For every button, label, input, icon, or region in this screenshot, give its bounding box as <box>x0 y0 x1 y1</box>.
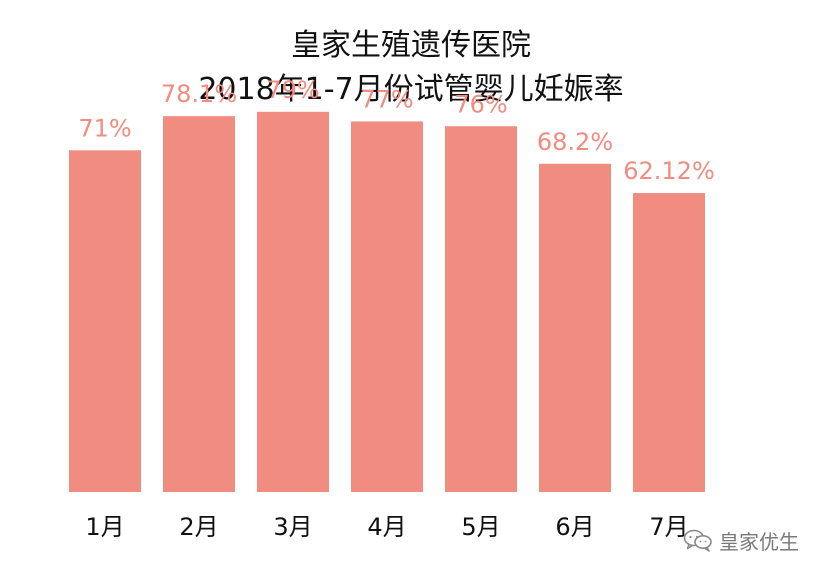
data-label-4: 77% <box>360 85 413 113</box>
data-label-2: 78.1% <box>161 80 237 108</box>
x-tick-label-6: 6月 <box>555 513 594 541</box>
x-tick-label-1: 1月 <box>85 513 124 541</box>
watermark: 皇家优生 <box>683 526 799 554</box>
chart-title: 皇家生殖遗传医院 <box>291 28 531 63</box>
bar-1 <box>69 150 141 492</box>
watermark-text: 皇家优生 <box>719 529 799 554</box>
chart-title-block: 皇家生殖遗传医院 2018年1-7月份试管婴儿妊娠率 <box>0 24 822 112</box>
x-tick-label-4: 4月 <box>367 513 406 541</box>
bar-2 <box>163 116 235 493</box>
x-tick-label-3: 3月 <box>273 513 312 541</box>
wechat-logo-icon <box>683 529 712 552</box>
data-label-5: 76% <box>454 90 507 118</box>
bar-6 <box>539 163 611 492</box>
chart-subtitle: 2018年1-7月份试管婴儿妊娠率 <box>198 72 624 107</box>
bar-4 <box>351 121 423 492</box>
bar-5 <box>445 126 517 492</box>
x-tick-label-2: 2月 <box>179 513 218 541</box>
x-tick-label-7: 7月 <box>649 513 688 541</box>
data-label-7: 62.12% <box>623 157 715 185</box>
data-label-6: 68.2% <box>537 128 613 156</box>
data-label-3: 79% <box>266 76 319 104</box>
data-label-1: 71% <box>78 114 131 142</box>
bar-7 <box>633 193 705 493</box>
bar-3 <box>257 111 329 492</box>
x-tick-label-5: 5月 <box>461 513 500 541</box>
